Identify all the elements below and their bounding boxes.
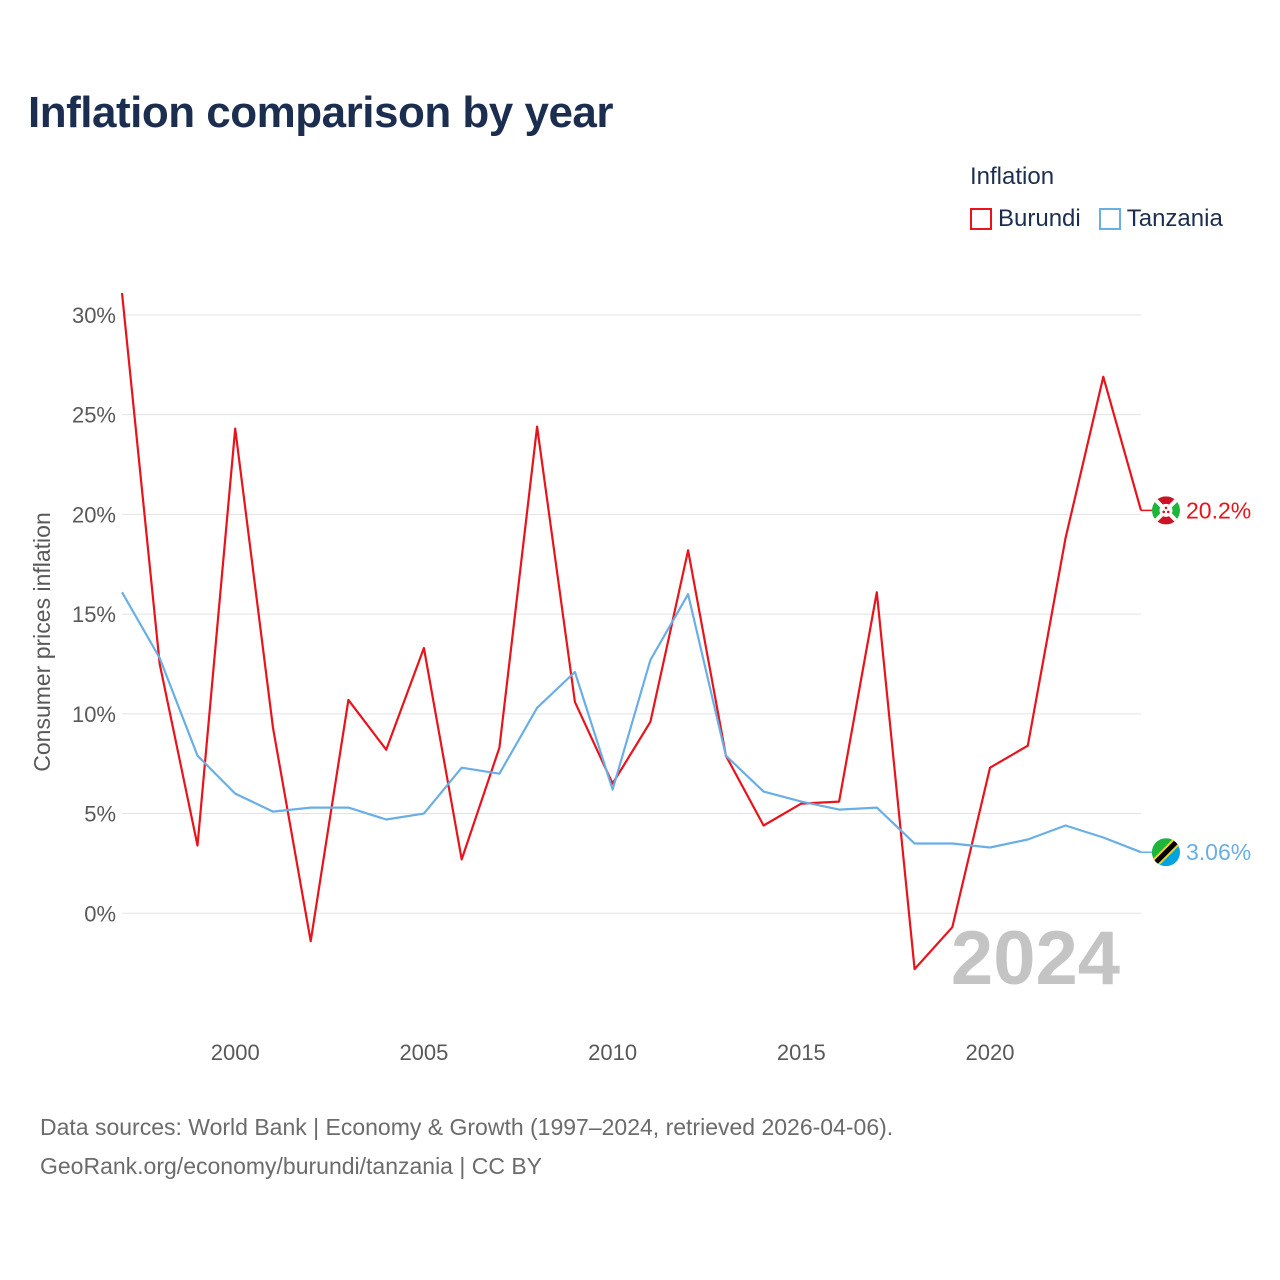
legend-label-burundi: Burundi: [998, 205, 1081, 232]
y-tick-label: 30%: [72, 303, 116, 328]
x-tick-label: 2005: [399, 1040, 448, 1065]
legend-item-burundi[interactable]: Burundi: [970, 205, 1081, 233]
footer-sources: Data sources: World Bank | Economy & Gro…: [40, 1114, 894, 1140]
footer-attribution[interactable]: GeoRank.org/economy/burundi/tanzania | C…: [40, 1153, 543, 1179]
y-tick-label: 25%: [72, 403, 116, 428]
footer: Data sources: World Bank | Economy & Gro…: [40, 1108, 893, 1186]
series-lines: [120, 292, 1143, 971]
x-tick-label: 2020: [966, 1040, 1015, 1065]
legend-label-tanzania: Tanzania: [1126, 205, 1223, 232]
x-tick-label: 2000: [211, 1040, 260, 1065]
y-tick-label: 0%: [84, 901, 116, 926]
y-axis-label: Consumer prices inflation: [29, 512, 55, 772]
chart-title: Inflation comparison by year: [28, 88, 614, 137]
legend-swatch-tanzania: [1098, 208, 1121, 230]
y-tick-label: 15%: [72, 602, 116, 627]
legend: Burundi Tanzania: [970, 205, 1223, 233]
series-end-markers: 20.2% 3.06%: [1141, 496, 1251, 867]
series-end-label-burundi: 20.2%: [1186, 497, 1251, 523]
tanzania-flag-icon: [1152, 838, 1180, 867]
legend-title: Inflation: [970, 163, 1055, 190]
legend-swatch-burundi: [970, 208, 992, 230]
y-tick-label: 10%: [72, 702, 116, 727]
y-axis-ticks: 0% 5% 10% 15% 20% 25% 30%: [72, 303, 116, 926]
legend-item-tanzania[interactable]: Tanzania: [1098, 205, 1223, 233]
series-line-burundi: [120, 292, 1143, 971]
series-end-label-tanzania: 3.06%: [1186, 839, 1251, 865]
series-line-tanzania: [121, 591, 1142, 854]
x-axis-ticks: 2000 2005 2010 2015 2020: [211, 1040, 1015, 1065]
y-tick-label: 5%: [84, 802, 116, 827]
x-tick-label: 2015: [777, 1040, 826, 1065]
x-tick-label: 2010: [588, 1040, 637, 1065]
burundi-flag-icon: [1152, 496, 1180, 525]
year-watermark: 2024: [951, 916, 1120, 1001]
y-tick-label: 20%: [72, 502, 116, 527]
grid-lines: [122, 314, 1141, 914]
